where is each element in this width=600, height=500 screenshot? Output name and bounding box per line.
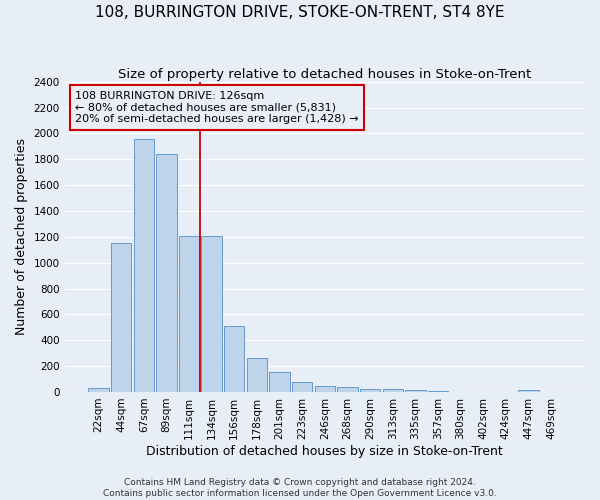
Bar — [383, 389, 403, 392]
Bar — [224, 326, 244, 392]
Bar — [88, 388, 109, 392]
Bar — [202, 236, 222, 392]
Bar — [179, 236, 199, 392]
Text: 108, BURRINGTON DRIVE, STOKE-ON-TRENT, ST4 8YE: 108, BURRINGTON DRIVE, STOKE-ON-TRENT, S… — [95, 5, 505, 20]
Bar — [314, 386, 335, 392]
Text: Contains HM Land Registry data © Crown copyright and database right 2024.
Contai: Contains HM Land Registry data © Crown c… — [103, 478, 497, 498]
Bar — [247, 358, 267, 392]
Bar — [360, 390, 380, 392]
Bar — [134, 138, 154, 392]
Y-axis label: Number of detached properties: Number of detached properties — [15, 138, 28, 336]
X-axis label: Distribution of detached houses by size in Stoke-on-Trent: Distribution of detached houses by size … — [146, 444, 503, 458]
Bar — [269, 372, 290, 392]
Bar — [156, 154, 176, 392]
Bar — [518, 390, 539, 392]
Bar — [405, 390, 425, 392]
Bar — [337, 386, 358, 392]
Text: 108 BURRINGTON DRIVE: 126sqm
← 80% of detached houses are smaller (5,831)
20% of: 108 BURRINGTON DRIVE: 126sqm ← 80% of de… — [75, 91, 359, 124]
Title: Size of property relative to detached houses in Stoke-on-Trent: Size of property relative to detached ho… — [118, 68, 532, 80]
Bar — [292, 382, 313, 392]
Bar — [111, 244, 131, 392]
